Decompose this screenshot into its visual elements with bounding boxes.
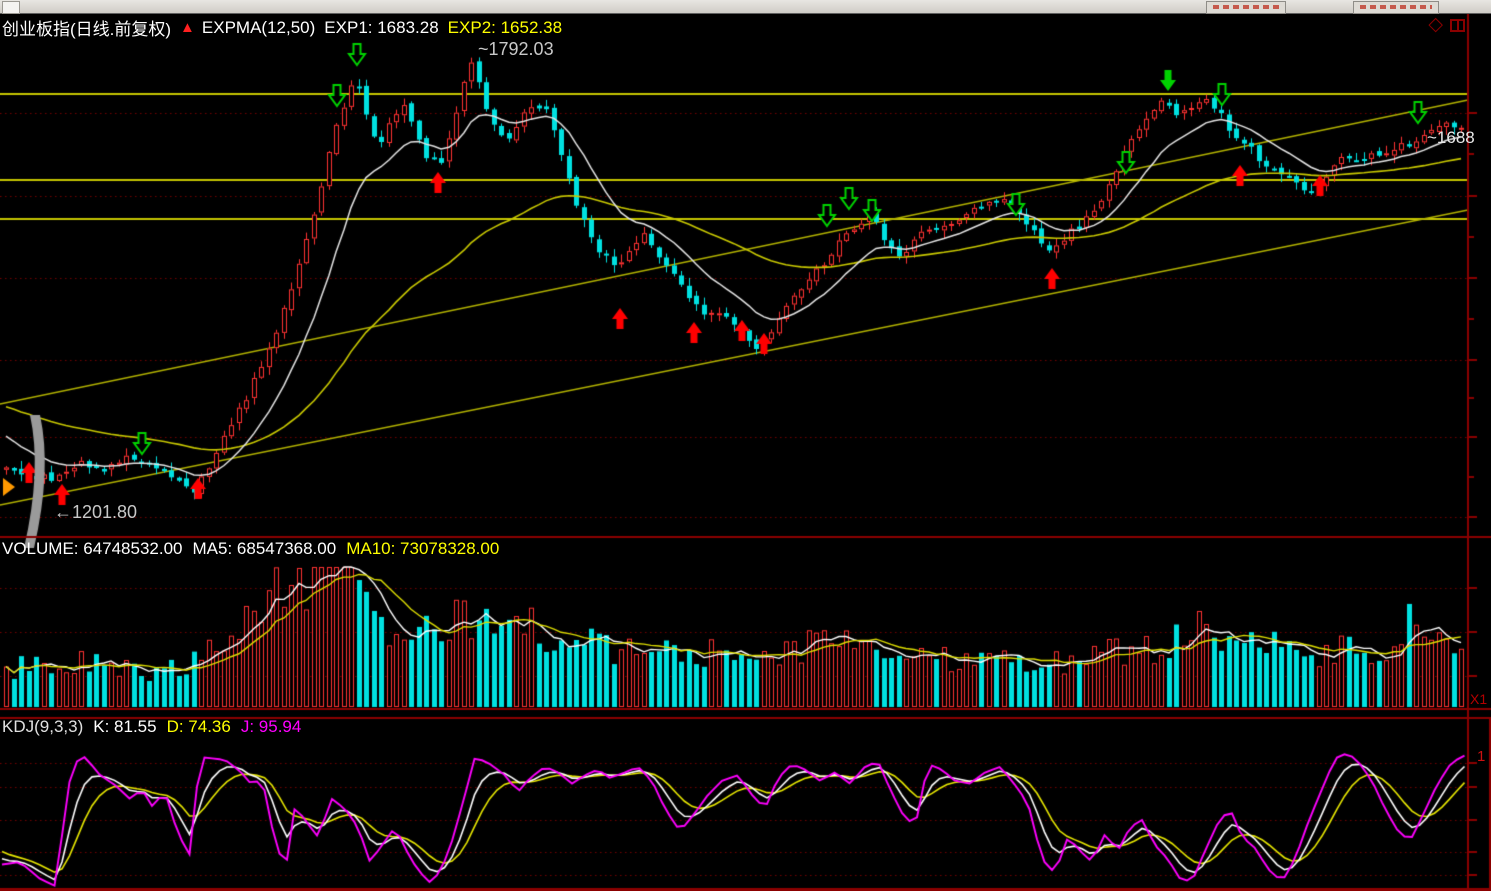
menu-button-text-fragment bbox=[1360, 5, 1432, 9]
menu-bar[interactable] bbox=[0, 0, 1491, 14]
indicator-label[interactable]: EXPMA(12,50) bbox=[201, 17, 316, 37]
kdj-d-value: D: 74.36 bbox=[166, 717, 231, 736]
volume-ma5-value: MA5: 68547368.00 bbox=[192, 539, 337, 558]
app-icon bbox=[2, 1, 20, 14]
peak-price-label: ~1792.03 bbox=[478, 39, 554, 59]
last-price-label: ~1688 bbox=[1427, 128, 1475, 147]
split-window-icon[interactable] bbox=[1450, 18, 1465, 32]
buy-signal-icon: ▲ bbox=[180, 19, 195, 36]
volume-ma10-value: MA10: 73078328.00 bbox=[346, 539, 500, 558]
kdj-pane[interactable] bbox=[0, 710, 1491, 891]
menu-button-1[interactable] bbox=[1206, 1, 1286, 14]
exp2-value: EXP2: 1652.38 bbox=[447, 17, 563, 37]
volume-value: VOLUME: 64748532.00 bbox=[2, 539, 183, 558]
kdj-axis-partial-label: 1 bbox=[1477, 748, 1486, 765]
pane-window-controls: ◇ bbox=[1428, 14, 1465, 35]
volume-pane[interactable] bbox=[0, 537, 1491, 709]
kdj-k-value: K: 81.55 bbox=[93, 717, 157, 736]
menu-button-text-fragment bbox=[1213, 5, 1279, 9]
chart-title-row: 创业板指(日线.前复权) ▲ EXPMA(12,50) EXP1: 1683.2… bbox=[2, 15, 571, 40]
exp1-value: EXP1: 1683.28 bbox=[324, 17, 439, 37]
low-price-label: ←1201.80 bbox=[54, 502, 138, 522]
symbol-label: 创业板指(日线.前复权) bbox=[2, 20, 172, 39]
diamond-icon[interactable]: ◇ bbox=[1428, 14, 1443, 35]
kdj-indicator-label[interactable]: KDJ(9,3,3) bbox=[2, 717, 84, 736]
main-price-pane[interactable] bbox=[0, 14, 1491, 536]
kdj-header-row: KDJ(9,3,3) K: 81.55 D: 74.36 J: 95.94 bbox=[2, 717, 311, 737]
volume-scale-label: X1 bbox=[1470, 691, 1488, 707]
menu-button-2[interactable] bbox=[1353, 1, 1439, 14]
kdj-j-value: J: 95.94 bbox=[240, 717, 302, 736]
volume-header-row: VOLUME: 64748532.00 MA5: 68547368.00 MA1… bbox=[2, 539, 509, 559]
